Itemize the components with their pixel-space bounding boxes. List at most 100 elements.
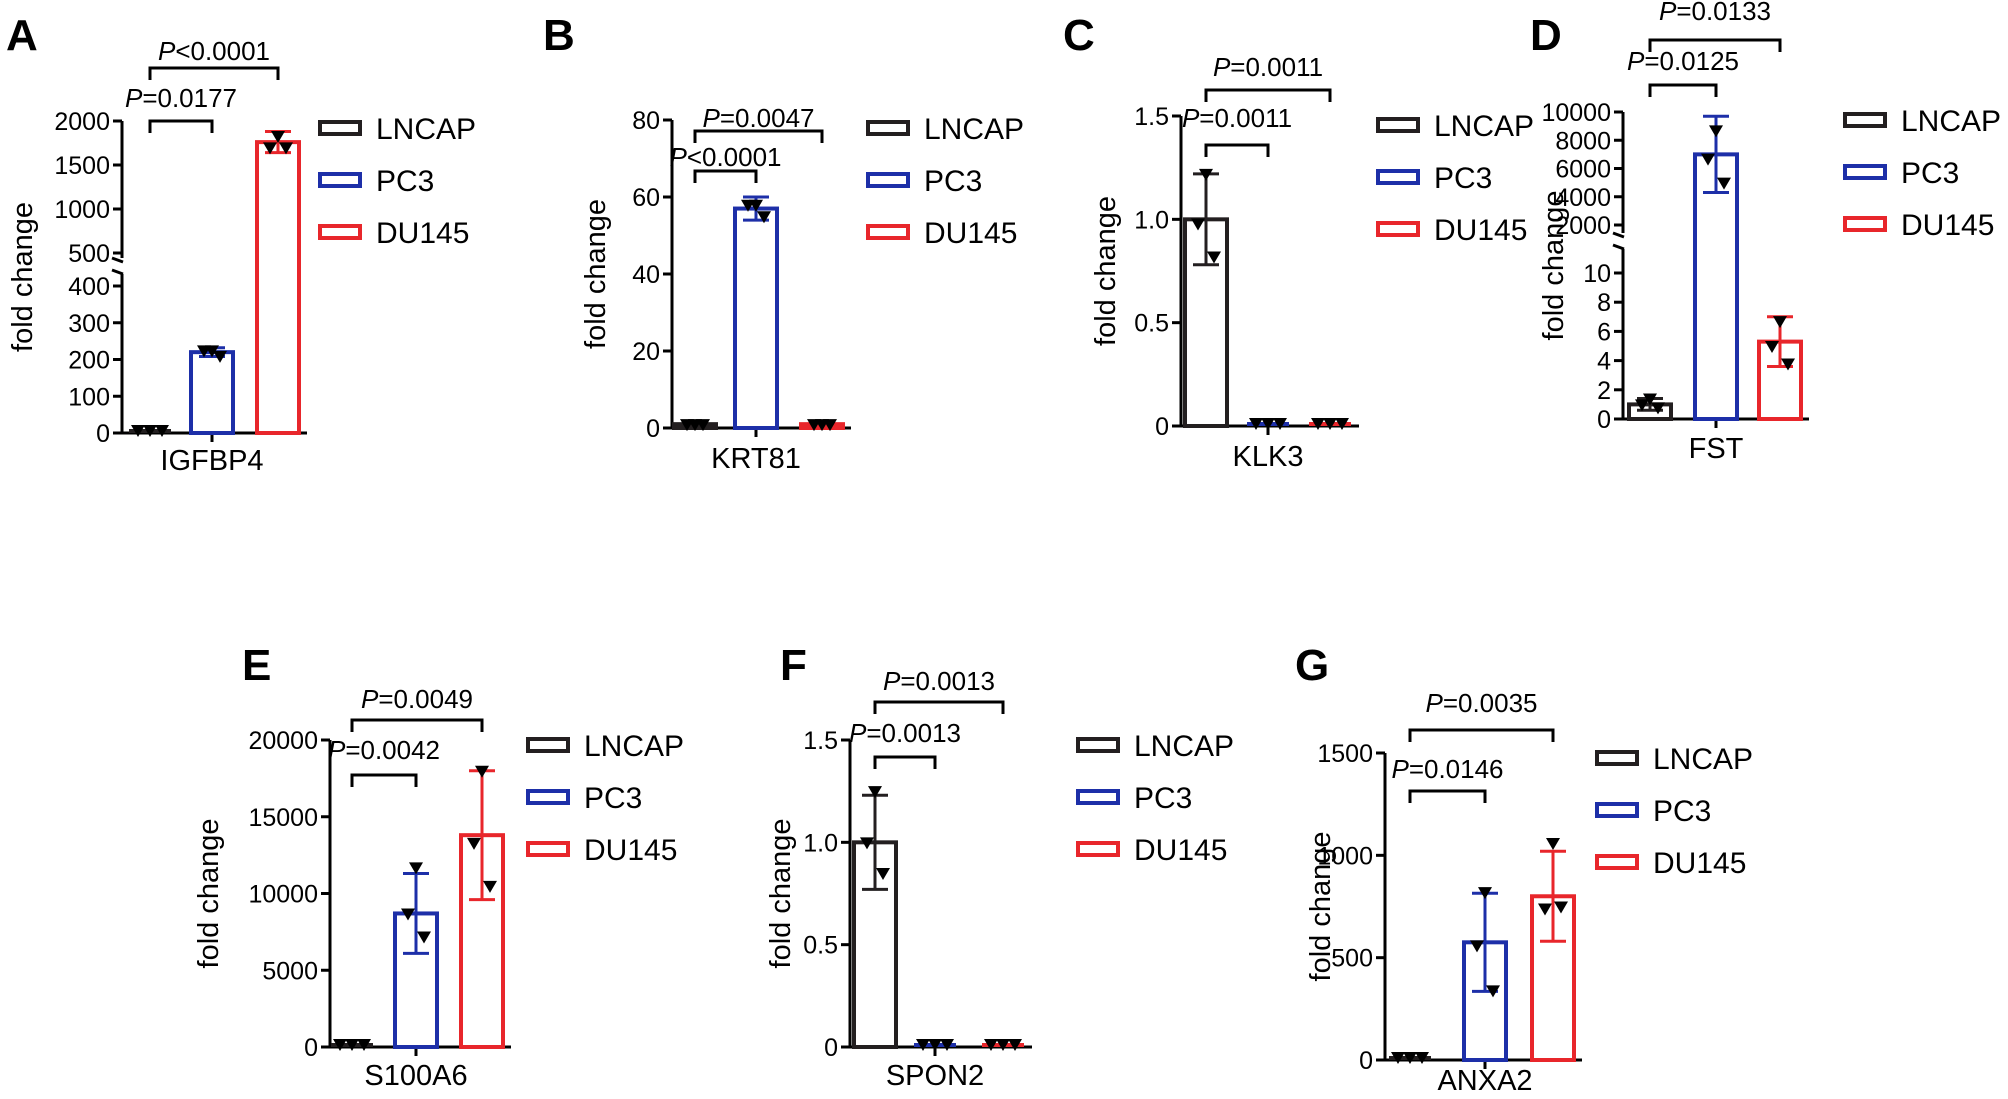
y-tick-label: 4000: [1555, 184, 1611, 212]
y-tick-label: 10: [1583, 260, 1611, 288]
significance-bracket: [693, 129, 824, 143]
data-point: [475, 765, 489, 778]
significance-bracket: [148, 119, 214, 133]
y-tick-label: 80: [632, 107, 660, 135]
y-tick-label: 2: [1597, 377, 1611, 405]
legend-label: LNCAP: [1901, 105, 2001, 138]
legend-label: LNCAP: [1134, 730, 1234, 763]
legend-swatch-lncap: [526, 737, 570, 753]
legend-label: PC3: [924, 165, 982, 198]
p-value-prefix: P: [1627, 46, 1645, 76]
legend-label: DU145: [1653, 847, 1746, 880]
x-axis-gene-label: IGFBP4: [160, 445, 263, 477]
data-point: [1635, 399, 1649, 412]
data-point: [417, 931, 431, 944]
legend-label: DU145: [924, 217, 1017, 250]
legend-label: PC3: [376, 165, 434, 198]
legend-label: PC3: [1653, 795, 1711, 828]
y-tick-label: 40: [632, 261, 660, 289]
p-value-prefix: P: [1425, 688, 1443, 718]
significance-bracket: [1648, 83, 1718, 97]
y-tick-label: 20000: [248, 727, 318, 755]
y-axis-title: fold change: [1305, 832, 1337, 982]
data-point: [940, 1039, 954, 1051]
p-value-label: P=0.0011: [1182, 103, 1292, 133]
legend-swatch-lncap: [866, 120, 910, 136]
bar-pc3: [189, 350, 235, 435]
p-value-label: P<0.0001: [158, 36, 270, 66]
legend-swatch-pc3: [1595, 802, 1639, 818]
legend-label: LNCAP: [376, 113, 476, 146]
p-value-prefix: P: [1659, 0, 1677, 26]
data-point: [876, 868, 890, 881]
data-point: [1273, 418, 1287, 430]
data-point: [271, 130, 285, 143]
significance-bracket: [1204, 88, 1332, 102]
legend-label: DU145: [1901, 209, 1994, 242]
p-value-label: P=0.0035: [1425, 688, 1537, 718]
axis-break-mark: [1612, 231, 1625, 239]
y-tick-label: 1.0: [1134, 206, 1169, 234]
significance-bracket: [873, 755, 937, 769]
y-tick-label: 6000: [1555, 156, 1611, 184]
y-tick-label: 5000: [262, 957, 318, 985]
panel-letter: B: [543, 11, 575, 60]
p-value-prefix: P: [1182, 103, 1200, 133]
significance-bracket: [1648, 38, 1782, 52]
legend-swatch-du145: [1595, 854, 1639, 870]
bar-pc3: [733, 206, 779, 430]
data-point: [680, 419, 694, 432]
legend-swatch-du145: [1076, 841, 1120, 857]
p-value-label: P=0.0049: [361, 684, 473, 714]
y-tick-label: 500: [68, 240, 110, 268]
legend-label: LNCAP: [924, 113, 1024, 146]
data-point: [357, 1039, 371, 1051]
legend-label: DU145: [1134, 834, 1227, 867]
legend-swatch-du145: [866, 224, 910, 240]
p-value-text: =0.0011: [1230, 52, 1323, 82]
y-tick-label: 10000: [248, 881, 318, 909]
data-point: [1191, 218, 1205, 231]
data-point: [143, 425, 157, 437]
data-point: [860, 837, 874, 850]
data-point: [696, 419, 710, 432]
p-value-prefix: P: [328, 735, 346, 765]
y-tick-label: 8000: [1555, 127, 1611, 155]
data-point: [1199, 168, 1213, 181]
p-value-text: =0.0013: [900, 666, 995, 696]
data-point: [1765, 341, 1779, 353]
data-point: [1781, 358, 1795, 371]
x-axis-gene-label: KLK3: [1233, 441, 1304, 473]
data-point: [1008, 1039, 1022, 1051]
p-value-text: =0.0146: [1409, 754, 1504, 784]
p-value-text: =0.0049: [378, 684, 473, 714]
p-value-text: <0.0001: [175, 36, 270, 66]
p-value-label: P=0.0133: [1659, 0, 1771, 26]
significance-bracket: [350, 773, 418, 787]
panel-letter: A: [6, 11, 38, 60]
legend-swatch-pc3: [1843, 164, 1887, 180]
data-point: [823, 419, 837, 432]
p-value-text: =0.0035: [1443, 688, 1538, 718]
data-point: [483, 880, 497, 893]
y-tick-label: 0: [1359, 1047, 1373, 1075]
data-point: [757, 211, 771, 224]
x-axis-gene-label: KRT81: [711, 443, 801, 475]
p-value-prefix: P: [1391, 754, 1409, 784]
panel-letter: C: [1063, 11, 1095, 60]
y-tick-label: 60: [632, 184, 660, 212]
p-value-text: =0.0125: [1644, 46, 1739, 76]
data-point: [1249, 418, 1263, 430]
y-tick-label: 1.0: [803, 829, 838, 857]
y-tick-label: 1500: [1317, 740, 1373, 768]
data-point: [1335, 418, 1349, 430]
y-tick-label: 1000: [54, 196, 110, 224]
data-point: [467, 837, 481, 850]
panel-letter: G: [1295, 641, 1329, 690]
p-value-label: P=0.0177: [125, 83, 237, 113]
data-point: [1391, 1052, 1405, 1064]
data-point: [1261, 418, 1275, 430]
data-point: [1643, 393, 1657, 406]
